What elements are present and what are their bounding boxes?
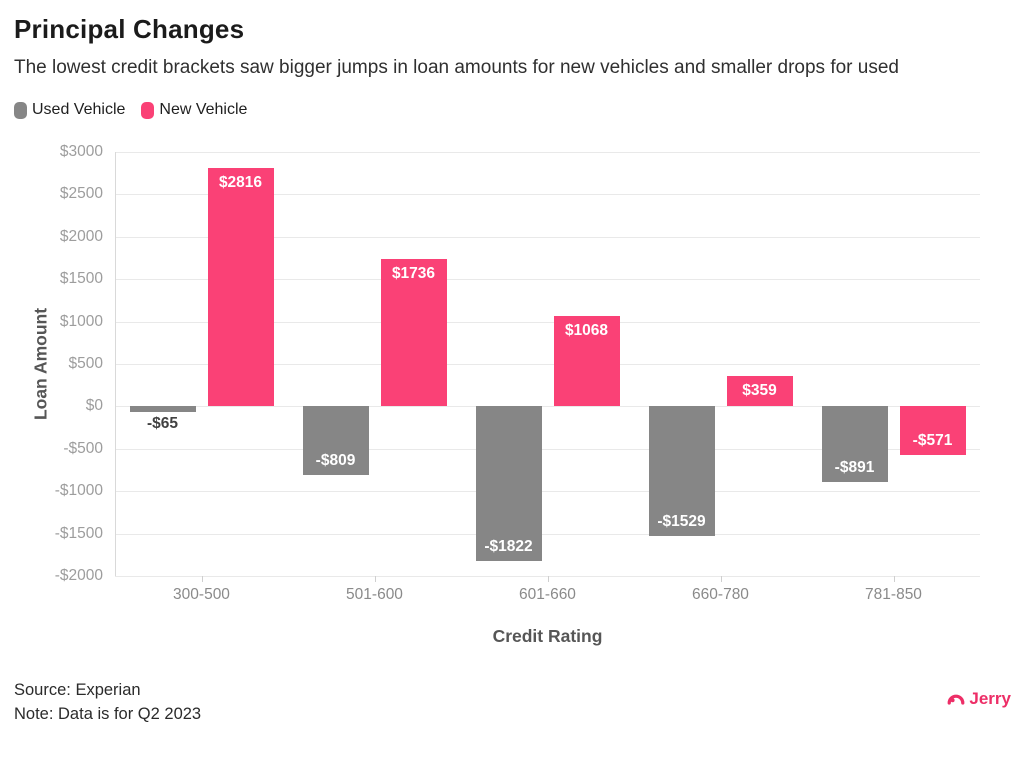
x-tick-label: 781-850: [865, 586, 922, 603]
plot-area: -$65 $2816 -$809 $1736 -$1822 $1068 -$1529 $359…: [115, 152, 980, 582]
y-tick-label: $0: [85, 397, 103, 415]
x-tick-mark: [374, 576, 376, 582]
legend-label-new-vehicle: New Vehicle: [159, 101, 248, 118]
bar-value-label: $2816: [218, 173, 263, 191]
x-tick-mark: [720, 576, 722, 582]
bar-new-vehicle-781-850: -$571: [899, 406, 966, 455]
y-axis-ticks: $3000 $2500 $2000 $1500 $1000 $500 $0 -$500 -$10…: [0, 143, 103, 584]
y-tick-label: $1500: [59, 270, 103, 288]
page-subtitle: The lowest credit brackets saw bigger ju…: [14, 57, 899, 78]
bar-value-label: $1068: [564, 321, 609, 339]
y-tick-label: -$1000: [54, 482, 103, 500]
legend-label-used-vehicle: Used Vehicle: [32, 101, 126, 118]
y-tick-label: $500: [68, 355, 103, 372]
x-tick-mark: [547, 576, 549, 582]
bar-value-label: $1736: [391, 265, 436, 283]
bar-value-label: -$571: [912, 431, 953, 449]
bar-new-vehicle-501-600: $1736: [380, 259, 447, 407]
note-text: Note: Data is for Q2 2023: [14, 705, 202, 723]
gridline: [115, 152, 980, 153]
y-axis-line: [115, 152, 116, 576]
y-tick-label: -$1500: [54, 524, 103, 542]
bar-new-vehicle-300-500: $2816: [207, 167, 274, 407]
bar-used-vehicle-300-500: [129, 406, 196, 412]
page-title: Principal Changes: [14, 14, 245, 44]
y-tick-label: $2500: [59, 185, 103, 203]
bar-used-vehicle-601-660: -$1822: [475, 406, 542, 561]
gridline: [115, 279, 980, 281]
gridline: [115, 491, 980, 493]
jerry-arc-icon: [947, 694, 965, 705]
x-tick-mark: [201, 576, 203, 582]
gridline: [115, 364, 980, 365]
bar-value-label: -$65: [146, 414, 179, 432]
x-axis-title: Credit Rating: [492, 626, 603, 646]
source-text: Source: Experian: [14, 681, 141, 699]
x-tick-label: 501-600: [346, 586, 403, 603]
gridline: [115, 236, 980, 238]
legend-item-new-vehicle: New Vehicle: [141, 101, 247, 119]
legend: Used Vehicle New Vehicle: [14, 101, 247, 119]
y-tick-label: $1000: [59, 312, 103, 330]
x-tick-mark: [893, 576, 895, 582]
bar-new-vehicle-660-780: $359: [726, 375, 793, 407]
gridline: [115, 194, 980, 196]
jerry-logo: Jerry: [946, 689, 1011, 709]
new-vehicle-swatch-icon: [141, 101, 155, 119]
x-tick-label: 601-660: [519, 586, 576, 603]
bar-used-vehicle-781-850: -$891: [821, 406, 888, 482]
gridline: [115, 321, 980, 323]
used-vehicle-swatch-icon: [14, 101, 27, 119]
bar-value-label: -$1822: [484, 537, 533, 555]
bar-value-label: -$1529: [657, 513, 706, 531]
y-tick-label: $3000: [59, 143, 103, 160]
bar-used-vehicle-660-780: -$1529: [648, 406, 715, 537]
gridline: [115, 533, 980, 535]
y-tick-label: -$2000: [54, 567, 103, 584]
x-axis-labels: 300-500 501-600 601-660 660-780 781-850: [115, 586, 980, 604]
jerry-logo-text: Jerry: [969, 689, 1011, 708]
bar-value-label: -$809: [315, 451, 356, 469]
y-tick-label: -$500: [63, 439, 103, 457]
bar-value-label: -$891: [834, 458, 875, 476]
x-tick-label: 660-780: [692, 586, 749, 603]
bar-value-label: $359: [742, 382, 777, 400]
x-tick-label: 300-500: [173, 586, 230, 603]
gridline: [115, 406, 980, 408]
legend-item-used-vehicle: Used Vehicle: [14, 101, 125, 119]
y-tick-label: $2000: [59, 227, 103, 245]
gridline: [115, 448, 980, 450]
bar-new-vehicle-601-660: $1068: [553, 315, 620, 407]
bar-used-vehicle-501-600: -$809: [302, 406, 369, 475]
